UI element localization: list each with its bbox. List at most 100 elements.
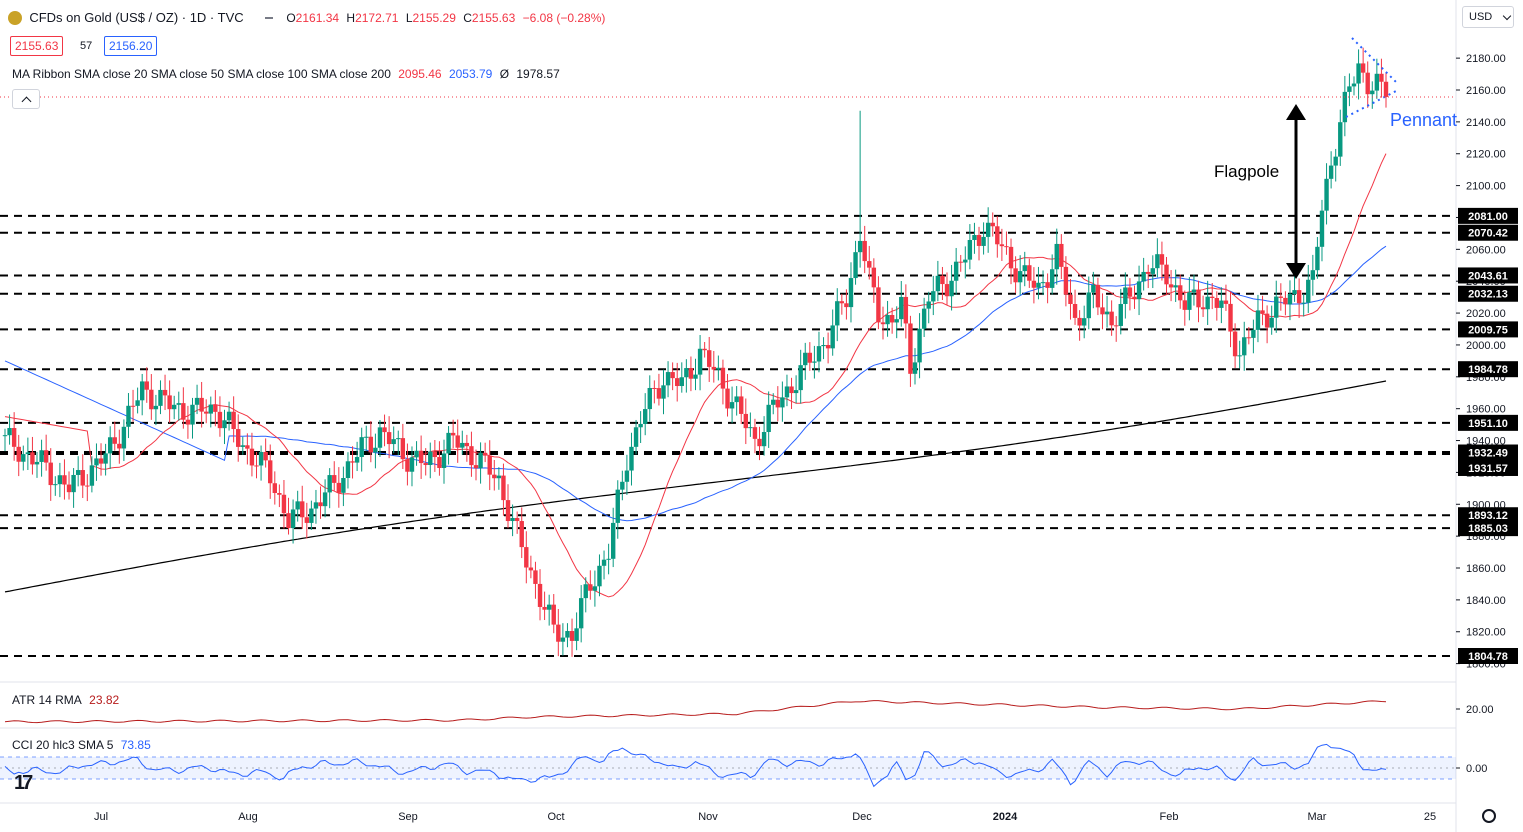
candle-body: [496, 475, 502, 479]
candle-body: [139, 381, 145, 401]
price-level-label: 1885.03: [1468, 523, 1508, 535]
cci-value: 73.85: [120, 738, 151, 752]
ohlc-h-label: H: [346, 11, 356, 25]
cci-line: [4, 743, 1387, 788]
currency-selector[interactable]: USD: [1462, 6, 1514, 28]
candle-body: [569, 631, 575, 641]
candle-body: [976, 235, 982, 246]
candle-body: [53, 484, 58, 486]
candle-body: [30, 452, 35, 465]
candle-body: [1168, 284, 1174, 288]
candle-body: [1296, 290, 1302, 304]
price-level-label: 1931.57: [1468, 463, 1508, 475]
ma-ribbon-legend: MA Ribbon SMA close 20 SMA close 50 SMA …: [12, 67, 564, 81]
price-level-label: 1932.49: [1468, 448, 1508, 460]
candle-body: [588, 584, 593, 591]
ma-ribbon-label[interactable]: MA Ribbon SMA close 20 SMA close 50 SMA …: [12, 67, 391, 81]
candle-body: [89, 465, 95, 486]
candle-body: [464, 442, 470, 447]
candle-body: [1141, 271, 1146, 282]
candle-body: [135, 400, 140, 406]
bid-price-badge[interactable]: 2155.63: [10, 36, 64, 56]
candle-body: [780, 397, 785, 408]
candle-body: [204, 411, 209, 414]
candle-body: [66, 484, 72, 493]
candle-body: [642, 409, 648, 424]
candle-body: [972, 235, 977, 240]
candle-body: [364, 436, 369, 438]
candle-body: [707, 350, 712, 367]
candle-body: [775, 399, 781, 408]
candle-body: [665, 372, 671, 386]
candle-body: [1347, 86, 1352, 92]
candle-body: [158, 389, 163, 406]
candle-body: [1191, 289, 1197, 293]
candle-body: [1086, 292, 1091, 319]
candle-body: [510, 517, 515, 522]
settings-button[interactable]: [1478, 806, 1500, 826]
candle-body: [908, 323, 913, 374]
candle-body: [1027, 265, 1032, 281]
candle-body: [400, 438, 406, 460]
candle-body: [1155, 254, 1160, 269]
candle-body: [396, 438, 401, 440]
candle-body: [940, 275, 945, 285]
candle-body: [71, 474, 76, 493]
spread-value: 57: [80, 40, 93, 52]
atr-legend: ATR 14 RMA 23.82: [12, 693, 123, 707]
candle-body: [848, 278, 854, 308]
candle-body: [1136, 281, 1142, 300]
x-tick-label: Dec: [852, 811, 872, 823]
candle-body: [1210, 296, 1215, 299]
candle-body: [606, 558, 611, 560]
candle-body: [272, 483, 277, 494]
candle-body: [716, 367, 721, 370]
price-level-label: 1893.12: [1468, 510, 1508, 522]
candle-body: [1383, 81, 1389, 97]
candle-body: [1017, 271, 1023, 283]
candle-body: [359, 437, 364, 457]
candle-body: [11, 428, 17, 447]
cci-label[interactable]: CCI 20 hlc3 SMA 5: [12, 738, 114, 752]
candle-body: [953, 261, 959, 281]
ohlc-o-label: O: [286, 11, 296, 25]
candle-body: [757, 438, 762, 447]
candle-body: [766, 404, 771, 433]
candle-body: [743, 413, 749, 429]
symbol-title[interactable]: CFDs on Gold (US$ / OZ) · 1D · TVC: [29, 10, 244, 25]
candle-body: [601, 559, 607, 566]
candle-body: [633, 427, 639, 447]
candle-body: [1219, 300, 1224, 308]
candle-body: [1223, 300, 1229, 304]
candle-body: [377, 427, 383, 448]
candle-body: [583, 584, 588, 599]
candle-body: [277, 493, 282, 495]
candle-body: [492, 474, 497, 479]
candle-body: [1040, 282, 1046, 284]
candle-body: [1333, 156, 1338, 166]
currency-label: USD: [1469, 11, 1493, 23]
ask-price-badge[interactable]: 2156.20: [104, 36, 158, 56]
atr-label[interactable]: ATR 14 RMA: [12, 693, 82, 707]
candle-body: [1255, 310, 1261, 330]
candle-body: [290, 509, 296, 529]
candle-body: [551, 604, 556, 625]
candle-body: [1072, 304, 1078, 318]
candle-body: [7, 428, 12, 436]
candle-body: [798, 365, 803, 391]
candle-body: [620, 481, 625, 490]
candle-body: [240, 445, 245, 447]
candle-body: [327, 475, 332, 493]
price-level-tag: [1458, 224, 1518, 241]
visibility-dot-icon[interactable]: [264, 17, 273, 19]
candle-body: [162, 389, 168, 396]
candle-body: [867, 261, 872, 268]
y-tick-label: 2020.00: [1466, 308, 1506, 320]
candle-body: [117, 443, 122, 449]
collapse-legend-button[interactable]: [12, 89, 40, 109]
candle-body: [871, 267, 877, 288]
price-level-label: 1951.10: [1468, 418, 1508, 430]
candle-body: [752, 427, 758, 439]
candle-body: [1146, 271, 1151, 274]
candle-body: [889, 315, 895, 323]
